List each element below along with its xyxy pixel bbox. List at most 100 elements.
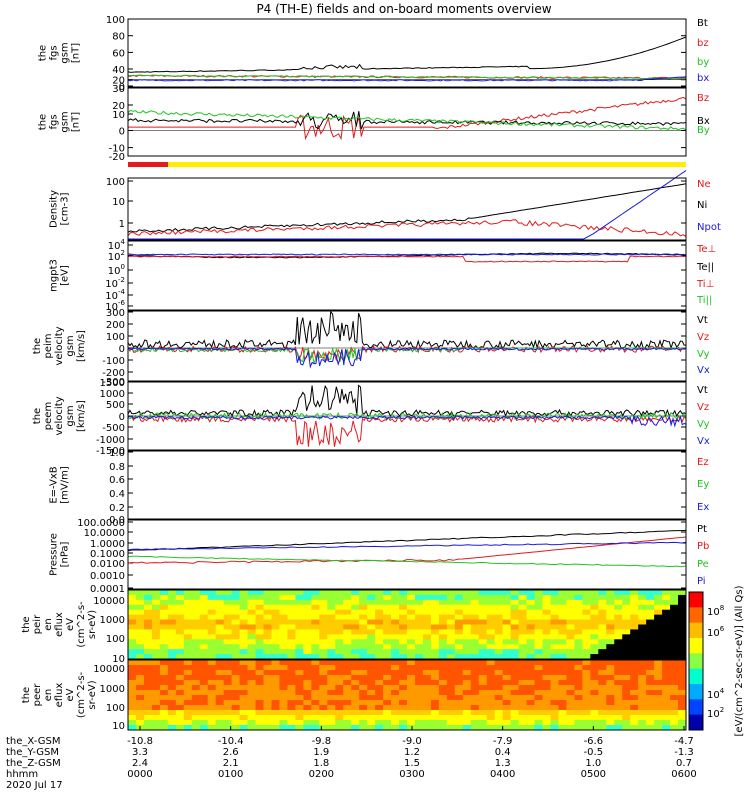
- spectro-cell: [271, 725, 280, 731]
- spectro-cell: [223, 654, 233, 660]
- spectro-cell: [558, 624, 567, 630]
- spectro-cell: [638, 609, 647, 616]
- spectro-cell: [375, 624, 384, 630]
- spectro-cell: [215, 700, 225, 706]
- spectro-cell: [128, 660, 137, 666]
- spectro-cell: [630, 725, 639, 731]
- spectro-cell: [287, 660, 296, 666]
- spectro-cell: [335, 680, 344, 686]
- spectro-cell: [175, 629, 185, 635]
- spectro-cell: [375, 590, 384, 596]
- spectro-cell: [303, 619, 312, 625]
- spectro-cell: [518, 715, 528, 721]
- spectro-cell: [446, 660, 456, 666]
- spectro-cell: [486, 590, 496, 596]
- legend-pb: Pb: [697, 541, 709, 552]
- spectro-cell: [486, 594, 496, 601]
- spectro-cell: [191, 690, 201, 696]
- spectro-cell: [582, 715, 591, 721]
- spectro-cell: [630, 720, 639, 726]
- tick-label: 0.4: [109, 489, 125, 500]
- spectro-cell: [422, 710, 432, 716]
- spectro-cell: [550, 700, 559, 706]
- spectro-cell: [470, 715, 480, 721]
- spectro-cell: [319, 604, 328, 611]
- spectro-cell: [526, 590, 536, 596]
- spectro-cell: [638, 705, 647, 711]
- spectro-cell: [167, 700, 177, 706]
- spectro-cell: [175, 614, 185, 621]
- spectro-cell: [175, 599, 185, 606]
- spectro-cell: [582, 629, 591, 635]
- spectro-cell: [359, 715, 368, 721]
- spectro-cell: [135, 649, 145, 655]
- spectro-cell: [263, 599, 272, 606]
- spectro-cell: [231, 675, 241, 681]
- spectro-cell: [470, 629, 480, 635]
- spectro-cell: [646, 629, 655, 635]
- spectro-cell: [271, 614, 280, 621]
- spectro-cell: [367, 590, 376, 596]
- spectro-cell: [191, 609, 201, 616]
- spectro-cell: [175, 725, 185, 731]
- spectro-cell: [454, 670, 464, 676]
- spectro-cell: [614, 695, 623, 701]
- spectro-cell: [678, 649, 687, 655]
- spectro-cell: [422, 624, 432, 630]
- spectro-cell: [399, 599, 408, 606]
- spectro-cell: [375, 604, 384, 611]
- spectro-cell: [367, 604, 376, 611]
- spectro-cell: [327, 624, 336, 630]
- spectro-cell: [367, 725, 376, 731]
- spectro-cell: [622, 685, 631, 691]
- spectro-cell: [486, 685, 496, 691]
- spectro-cell: [159, 619, 169, 625]
- spectro-cell: [654, 649, 663, 655]
- spectro-cell: [255, 609, 265, 616]
- spectro-cell: [590, 629, 599, 635]
- ylabel-line: eflux: [54, 683, 65, 708]
- spectro-cell: [223, 700, 233, 706]
- spectro-cell: [199, 594, 209, 601]
- spectro-cell: [255, 624, 265, 630]
- spectro-cell: [502, 665, 512, 671]
- spectro-cell: [446, 649, 456, 655]
- spectro-cell: [191, 710, 201, 716]
- spectro-cell: [598, 695, 607, 701]
- spectro-cell: [534, 644, 544, 650]
- spectro-cell: [215, 609, 225, 616]
- spectro-cell: [614, 590, 623, 596]
- spectro-cell: [670, 670, 679, 676]
- spectro-cell: [215, 705, 225, 711]
- x-row-value: 2.1: [223, 758, 239, 769]
- spectro-cell: [407, 594, 416, 601]
- spectro-cell: [383, 639, 392, 645]
- spectro-cell: [454, 590, 464, 596]
- spectro-cell: [151, 644, 161, 650]
- spectro-cell: [662, 660, 671, 666]
- spectro-cell: [654, 675, 663, 681]
- spectro-cell: [422, 665, 432, 671]
- spectro-cell: [263, 685, 272, 691]
- spectro-cell: [175, 670, 185, 676]
- spectro-cell: [271, 654, 280, 660]
- spectro-cell: [590, 599, 599, 606]
- spectro-cell: [670, 720, 679, 726]
- tick-label: -500: [102, 423, 125, 434]
- spectro-cell: [462, 665, 472, 671]
- spectro-cell: [327, 639, 336, 645]
- spectro-cell: [215, 604, 225, 611]
- spectro-cell: [391, 634, 400, 640]
- spectro-cell: [367, 700, 376, 706]
- spectro-cell: [470, 680, 480, 686]
- legend-bz: Bz: [697, 93, 709, 104]
- panel-frame: [127, 450, 687, 520]
- spectro-cell: [622, 654, 631, 660]
- spectro-cell: [662, 654, 671, 660]
- spectro-cell: [159, 675, 169, 681]
- spectro-cell: [319, 685, 328, 691]
- spectro-cell: [175, 604, 185, 611]
- x-axis-block: the_X-GSM -10.8 -10.4 -9.8 -9.0 -7.9 -6.6 -4.7t…: [6, 726, 697, 791]
- spectro-cell: [367, 680, 376, 686]
- spectro-cell: [399, 614, 408, 621]
